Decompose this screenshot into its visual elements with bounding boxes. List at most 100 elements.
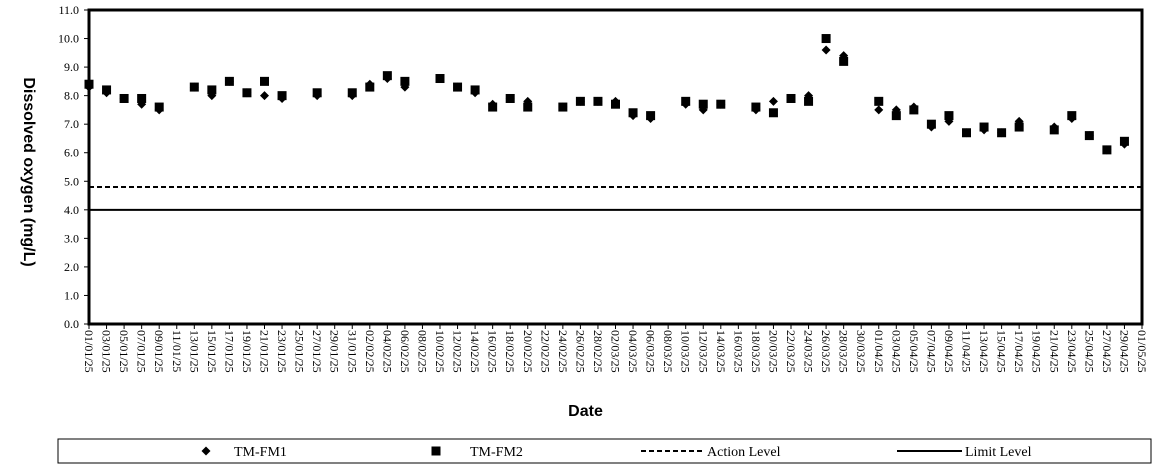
tm-fm2-point xyxy=(944,111,954,121)
tm-fm2-point xyxy=(1067,111,1077,121)
y-tick-label: 9.0 xyxy=(64,60,79,74)
tm-fm2-point xyxy=(575,96,585,106)
tm-fm2-point xyxy=(488,102,498,112)
tm-fm2-point xyxy=(435,74,445,84)
legend-tm-fm1: TM-FM1 xyxy=(201,445,287,460)
tm-fm2-point xyxy=(505,93,515,103)
x-tick-label: 04/02/25 xyxy=(380,330,394,373)
tm-fm2-point xyxy=(312,88,322,98)
tm-fm2-point xyxy=(523,102,533,112)
legend-items: TM-FM1 TM-FM2 Action Level Limit Level xyxy=(201,445,1032,460)
x-tick-label: 25/04/25 xyxy=(1082,330,1096,373)
x-tick-label: 11/04/25 xyxy=(960,330,974,372)
x-tick-label: 22/02/25 xyxy=(538,330,552,373)
y-tick-label: 6.0 xyxy=(64,146,79,160)
y-tick-label: 0.0 xyxy=(64,317,79,331)
tm-fm2-point xyxy=(593,96,603,106)
x-tick-label: 10/02/25 xyxy=(433,330,447,373)
x-tick-label: 28/02/25 xyxy=(591,330,605,373)
x-tick-label: 21/04/25 xyxy=(1047,330,1061,373)
tm-fm2-point xyxy=(926,119,936,129)
x-tick-label: 24/02/25 xyxy=(556,330,570,373)
x-tick-label: 12/03/25 xyxy=(696,330,710,373)
y-tick-label: 4.0 xyxy=(64,203,79,217)
tm-fm2-point xyxy=(558,102,568,112)
x-tick-label: 01/04/25 xyxy=(872,330,886,373)
y-tick-label: 5.0 xyxy=(64,174,79,188)
x-tick-label: 09/01/25 xyxy=(152,330,166,373)
tm-fm1-point xyxy=(768,96,778,106)
x-tick-label: 26/02/25 xyxy=(573,330,587,373)
tm-fm2-point xyxy=(400,76,410,86)
tm-fm2-point xyxy=(189,82,199,92)
x-tick-label: 30/03/25 xyxy=(854,330,868,373)
x-tick-label: 27/04/25 xyxy=(1100,330,1114,373)
x-tick-label: 06/02/25 xyxy=(398,330,412,373)
x-tick-label: 07/01/25 xyxy=(135,330,149,373)
y-tick-label: 10.0 xyxy=(58,32,79,46)
tm-fm1-point xyxy=(400,82,410,92)
legend: TM-FM1 TM-FM2 Action Level Limit Level xyxy=(57,438,1152,464)
legend-limit-level: Limit Level xyxy=(897,445,1032,460)
x-tick-label: 13/04/25 xyxy=(977,330,991,373)
x-tick-label: 16/03/25 xyxy=(731,330,745,373)
tm-fm2-point xyxy=(119,93,129,103)
x-tick-label: 29/04/25 xyxy=(1117,330,1131,373)
tm-fm2-point xyxy=(874,96,884,106)
tm-fm2-point xyxy=(102,85,112,95)
tm-fm2-point xyxy=(365,82,375,92)
x-tick-label: 02/02/25 xyxy=(363,330,377,373)
tm-fm2-point xyxy=(382,71,392,81)
legend-label: TM-FM1 xyxy=(234,445,287,460)
x-tick-label: 27/01/25 xyxy=(310,330,324,373)
x-tick-label: 14/02/25 xyxy=(468,330,482,373)
tm-fm2-point xyxy=(207,85,217,95)
legend-box xyxy=(57,438,1152,464)
x-tick-label: 10/03/25 xyxy=(679,330,693,373)
x-tick-label: 02/03/25 xyxy=(609,330,623,373)
tm-fm2-point xyxy=(224,76,234,86)
x-tick-label: 23/01/25 xyxy=(275,330,289,373)
tm-fm2-point xyxy=(1014,122,1024,132)
x-tick-label: 19/04/25 xyxy=(1030,330,1044,373)
x-tick-label: 15/01/25 xyxy=(205,330,219,373)
x-tick-label: 06/03/25 xyxy=(644,330,658,373)
x-axis-title: Date xyxy=(568,403,603,420)
tm-fm2-point xyxy=(909,105,919,115)
x-tick-label: 18/03/25 xyxy=(749,330,763,373)
x-tick-label: 21/01/25 xyxy=(258,330,272,373)
tm-fm2-point xyxy=(1049,125,1059,135)
tm-fm2-point xyxy=(646,111,656,121)
legend-tm-fm2: TM-FM2 xyxy=(431,445,523,460)
x-tick-label: 20/03/25 xyxy=(766,330,780,373)
x-tick-label: 09/04/25 xyxy=(942,330,956,373)
x-tick-label: 18/02/25 xyxy=(503,330,517,373)
tm-fm2-point xyxy=(470,85,480,95)
x-tick-label: 05/04/25 xyxy=(907,330,921,373)
tm-fm2-point xyxy=(453,82,463,92)
tm-fm2-point xyxy=(804,96,814,106)
legend-label: Action Level xyxy=(707,445,781,460)
x-tick-label: 23/04/25 xyxy=(1065,330,1079,373)
tm-fm1-point xyxy=(260,91,269,101)
x-tick-label: 08/02/25 xyxy=(415,330,429,373)
tm-fm2-point xyxy=(751,102,761,112)
x-tick-label: 19/01/25 xyxy=(240,330,254,373)
tm-fm2-point xyxy=(154,102,164,112)
tm-fm2-point xyxy=(611,99,620,109)
legend-label: Limit Level xyxy=(965,445,1032,460)
x-tick-label: 17/04/25 xyxy=(1012,330,1026,373)
tm-fm2-point xyxy=(137,93,147,103)
tm-fm2-point xyxy=(1102,145,1112,155)
x-tick-label: 11/01/25 xyxy=(170,330,184,372)
x-tick-label: 14/03/25 xyxy=(714,330,728,373)
tm-fm2-point xyxy=(786,93,796,103)
tm-fm2-point xyxy=(997,128,1007,138)
y-tick-label: 2.0 xyxy=(64,260,79,274)
tm-fm2-point xyxy=(979,122,989,132)
y-axis-ticks: 0.0 1.0 2.0 3.0 4.0 5.0 6.0 7.0 8.0 9.0 10.0 11.0 xyxy=(58,3,89,331)
x-tick-label: 28/03/25 xyxy=(837,330,851,373)
x-tick-label: 08/03/25 xyxy=(661,330,675,373)
data-markers xyxy=(84,34,1129,155)
